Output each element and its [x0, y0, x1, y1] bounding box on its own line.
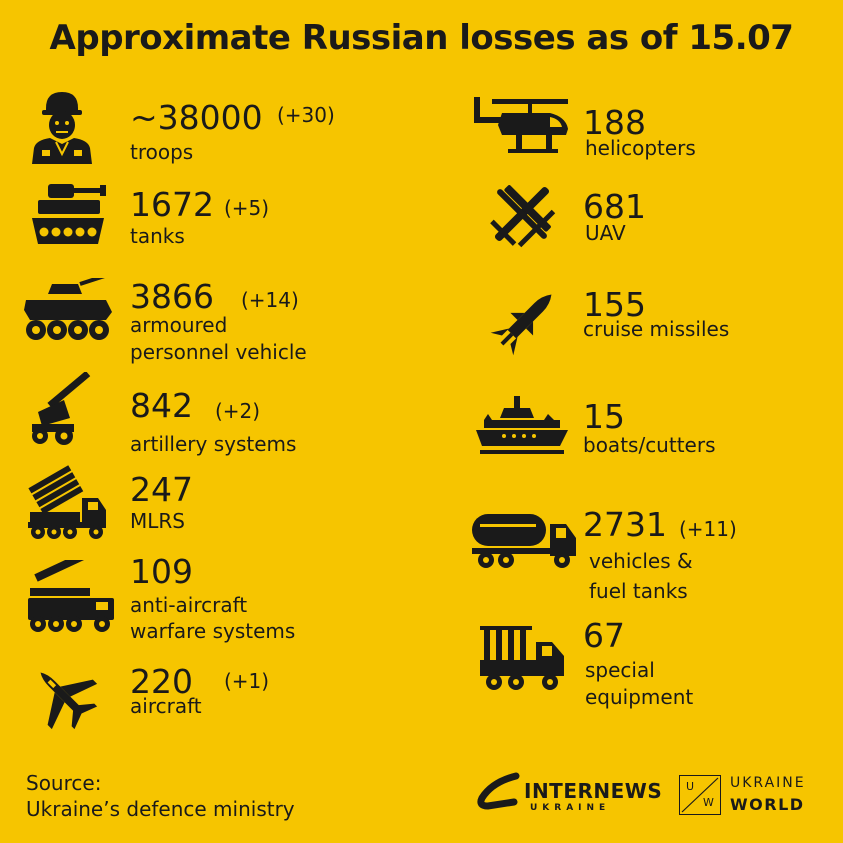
internews-logo-subtext: UKRAINE: [530, 803, 611, 813]
apc-icon: [22, 278, 114, 344]
mlrs-value: 247: [130, 470, 193, 509]
boats-value: 15: [583, 397, 625, 436]
special-equipment-label-line2: equipment: [585, 685, 694, 709]
apc-label-line2: personnel vehicle: [130, 340, 307, 364]
missiles-label: cruise missiles: [583, 317, 730, 341]
vehicles-label-line1: vehicles &: [589, 549, 693, 573]
uav-label: UAV: [585, 221, 626, 245]
ukraine-world-logo-mark: U W: [679, 775, 721, 815]
helicopters-value: 188: [583, 103, 646, 142]
boats-label: boats/cutters: [583, 433, 716, 457]
anti-aircraft-value: 109: [130, 552, 193, 591]
uav-value: 681: [583, 187, 646, 226]
troops-label: troops: [130, 140, 194, 164]
troops-delta: (+30): [277, 103, 335, 127]
soldier-icon: [26, 88, 98, 164]
anti-aircraft-icon: [26, 560, 116, 636]
artillery-value: 842: [130, 386, 193, 425]
internews-logo-text: INTERNEWS: [524, 779, 663, 803]
source-text: Ukraine’s defence ministry: [26, 797, 295, 821]
troops-value: ~38000: [130, 98, 263, 137]
ukraine-world-letter-w: W: [703, 796, 714, 809]
internews-logo-icon: [474, 772, 520, 812]
uav-icon: [484, 176, 560, 252]
artillery-icon: [28, 372, 100, 446]
tanks-delta: (+5): [224, 196, 270, 220]
helicopters-label: helicopters: [585, 136, 696, 160]
ukraine-world-letter-u: U: [686, 780, 695, 793]
mlrs-label: MLRS: [130, 509, 185, 533]
special-equipment-label-line1: special: [585, 658, 655, 682]
ukraine-world-bottom-text: WORLD: [730, 795, 805, 814]
apc-label-line1: armoured: [130, 313, 228, 337]
mlrs-icon: [26, 460, 110, 542]
vehicles-label-line2: fuel tanks: [589, 579, 688, 603]
vehicles-delta: (+11): [679, 517, 737, 541]
fuel-truck-icon: [470, 512, 578, 572]
special-equipment-icon: [478, 624, 568, 692]
ukraine-world-top-text: UKRAINE: [730, 775, 806, 791]
anti-aircraft-label-line1: anti-aircraft: [130, 593, 248, 617]
boat-icon: [474, 394, 570, 456]
helicopter-icon: [472, 95, 572, 161]
vehicles-value: 2731: [583, 505, 667, 544]
artillery-delta: (+2): [215, 399, 261, 423]
page-title: Approximate Russian losses as of 15.07: [49, 18, 794, 58]
aircraft-label: aircraft: [130, 694, 202, 718]
apc-value: 3866: [130, 277, 214, 316]
source-heading: Source:: [26, 771, 102, 795]
aircraft-delta: (+1): [224, 669, 270, 693]
aircraft-icon: [28, 660, 104, 736]
anti-aircraft-label-line2: warfare systems: [130, 619, 296, 643]
artillery-label: artillery systems: [130, 432, 297, 456]
apc-delta: (+14): [241, 288, 299, 312]
tanks-value: 1672: [130, 185, 214, 224]
special-equipment-value: 67: [583, 616, 625, 655]
tank-icon: [28, 182, 108, 246]
missiles-value: 155: [583, 285, 646, 324]
ukraine-world-diagonal-icon: [681, 777, 719, 813]
tanks-label: tanks: [130, 224, 185, 248]
aircraft-value: 220: [130, 662, 193, 701]
missile-icon: [488, 282, 564, 358]
